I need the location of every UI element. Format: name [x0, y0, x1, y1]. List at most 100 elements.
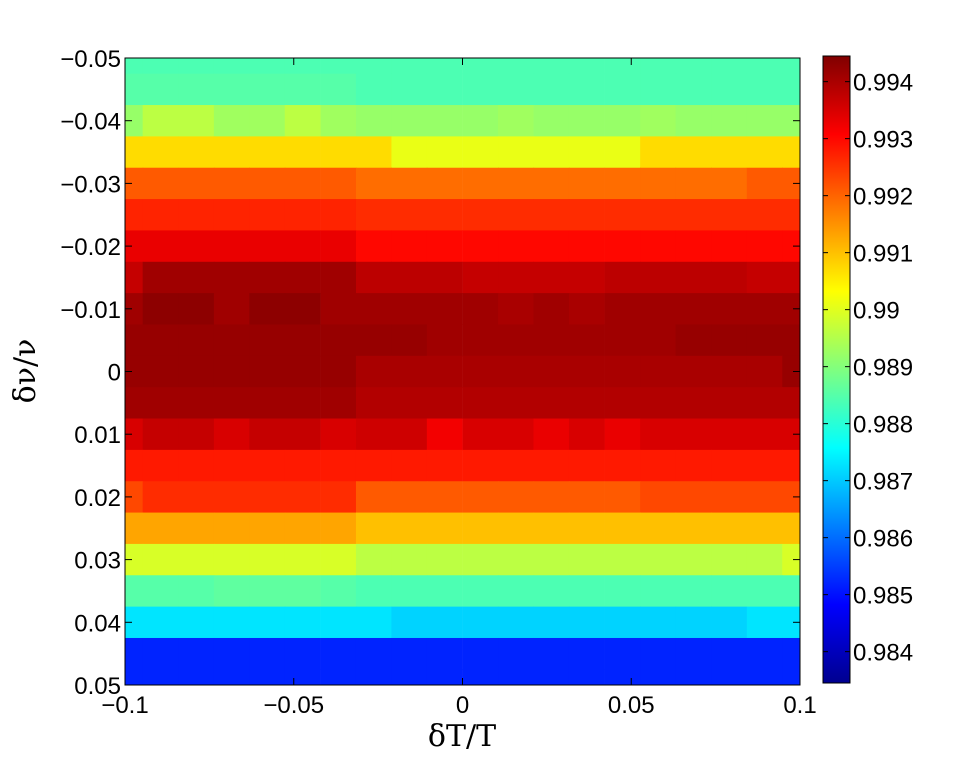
heatmap-cell — [604, 575, 641, 608]
heatmap-cell — [355, 418, 392, 451]
heatmap-cell — [426, 230, 463, 263]
heatmap-cell — [782, 105, 801, 137]
heatmap-cell — [640, 261, 677, 294]
heatmap-cell — [284, 637, 321, 670]
heatmap-cell — [675, 136, 712, 169]
heatmap-cell — [355, 199, 392, 231]
heatmap-cell — [391, 230, 428, 263]
heatmap-cell — [533, 387, 570, 420]
heatmap-cell — [568, 230, 605, 263]
heatmap-cell — [355, 512, 392, 545]
heatmap-cell — [533, 606, 570, 639]
y-axis: −0.05 −0.04 −0.03 −0.02 −0.01 0 0.01 0.02 0.03 0.… — [60, 46, 800, 700]
heatmap-cell — [462, 543, 499, 576]
heatmap-cell — [355, 449, 392, 482]
heatmap-cell — [426, 105, 463, 137]
heatmap-cell — [640, 136, 677, 169]
heatmap-cell — [178, 606, 215, 639]
heatmap-cell — [178, 355, 215, 388]
heatmap-cell — [391, 606, 428, 639]
heatmap-cell — [711, 199, 748, 231]
heatmap-cell — [533, 512, 570, 545]
heatmap-cell — [462, 449, 499, 482]
heatmap-cell — [711, 58, 748, 75]
heatmap-cell — [675, 58, 712, 75]
heatmap-cell — [391, 324, 428, 357]
heatmap-cell — [142, 293, 179, 325]
heatmap-cell — [640, 575, 677, 608]
heatmap-cell — [498, 481, 535, 514]
heatmap-cell — [284, 73, 321, 106]
heatmap-cell — [462, 606, 499, 639]
heatmap-cell — [640, 293, 677, 325]
heatmap-cell — [462, 387, 499, 420]
heatmap-cell — [213, 199, 250, 231]
heatmap-cell — [426, 261, 463, 294]
heatmap-cell — [249, 481, 286, 514]
heatmap-cell — [498, 543, 535, 576]
heatmap-cell — [568, 73, 605, 106]
heatmap-cell — [640, 481, 677, 514]
heatmap-cell — [498, 418, 535, 451]
heatmap-cell — [746, 669, 783, 686]
heatmap-cell — [640, 449, 677, 482]
heatmap-cell — [249, 669, 286, 686]
heatmap-cell — [213, 58, 250, 75]
heatmap-cell — [604, 136, 641, 169]
heatmap-cell — [142, 105, 179, 137]
heatmap-cell — [178, 387, 215, 420]
colorbar-tick-label: 0.984 — [853, 640, 913, 667]
heatmap-cell — [498, 73, 535, 106]
heatmap-cell — [640, 669, 677, 686]
heatmap-cell — [462, 418, 499, 451]
heatmap-cell — [675, 606, 712, 639]
heatmap-cell — [320, 449, 357, 482]
heatmap-cell — [711, 481, 748, 514]
heatmap-cell — [142, 512, 179, 545]
heatmap-cell — [604, 449, 641, 482]
heatmap-cell — [675, 73, 712, 106]
heatmap-cell — [746, 606, 783, 639]
heatmap-cell — [320, 355, 357, 388]
heatmap-cell — [640, 637, 677, 670]
heatmap-cell — [711, 606, 748, 639]
heatmap-cell — [213, 387, 250, 420]
x-tick-label: 0.05 — [608, 692, 655, 719]
heatmap-cell — [640, 324, 677, 357]
heatmap-cell — [746, 481, 783, 514]
colorbar-tick-label: 0.985 — [853, 583, 913, 610]
heatmap-cell — [498, 575, 535, 608]
heatmap-cell — [604, 418, 641, 451]
heatmap-cell — [604, 261, 641, 294]
heatmap-cell — [355, 105, 392, 137]
heatmap-cell — [498, 136, 535, 169]
heatmap-cell — [604, 230, 641, 263]
heatmap-cell — [125, 58, 144, 75]
heatmap-cell — [125, 293, 144, 325]
heatmap-cell — [782, 167, 801, 200]
heatmap-cell — [711, 167, 748, 200]
heatmap-cell — [142, 199, 179, 231]
heatmap-cell — [533, 199, 570, 231]
heatmap-cell — [213, 324, 250, 357]
heatmap-cell — [213, 73, 250, 106]
heatmap-cell — [249, 230, 286, 263]
heatmap-cell — [533, 58, 570, 75]
heatmap-cell — [675, 481, 712, 514]
heatmap-cell — [391, 293, 428, 325]
heatmap-cell — [604, 73, 641, 106]
x-axis-label: δT/T — [428, 719, 496, 754]
x-tick-label: −0.05 — [263, 692, 324, 719]
heatmap-cell — [640, 355, 677, 388]
heatmap-cell — [568, 449, 605, 482]
x-tick-label: 0 — [456, 692, 469, 719]
heatmap-cell — [675, 512, 712, 545]
heatmap-cell — [355, 324, 392, 357]
heatmap-cell — [125, 324, 144, 357]
heatmap-cell — [746, 58, 783, 75]
heatmap-cell — [125, 387, 144, 420]
heatmap-cell — [249, 387, 286, 420]
heatmap-cell — [125, 543, 144, 576]
heatmap-cell — [462, 58, 499, 75]
heatmap-cell — [533, 293, 570, 325]
